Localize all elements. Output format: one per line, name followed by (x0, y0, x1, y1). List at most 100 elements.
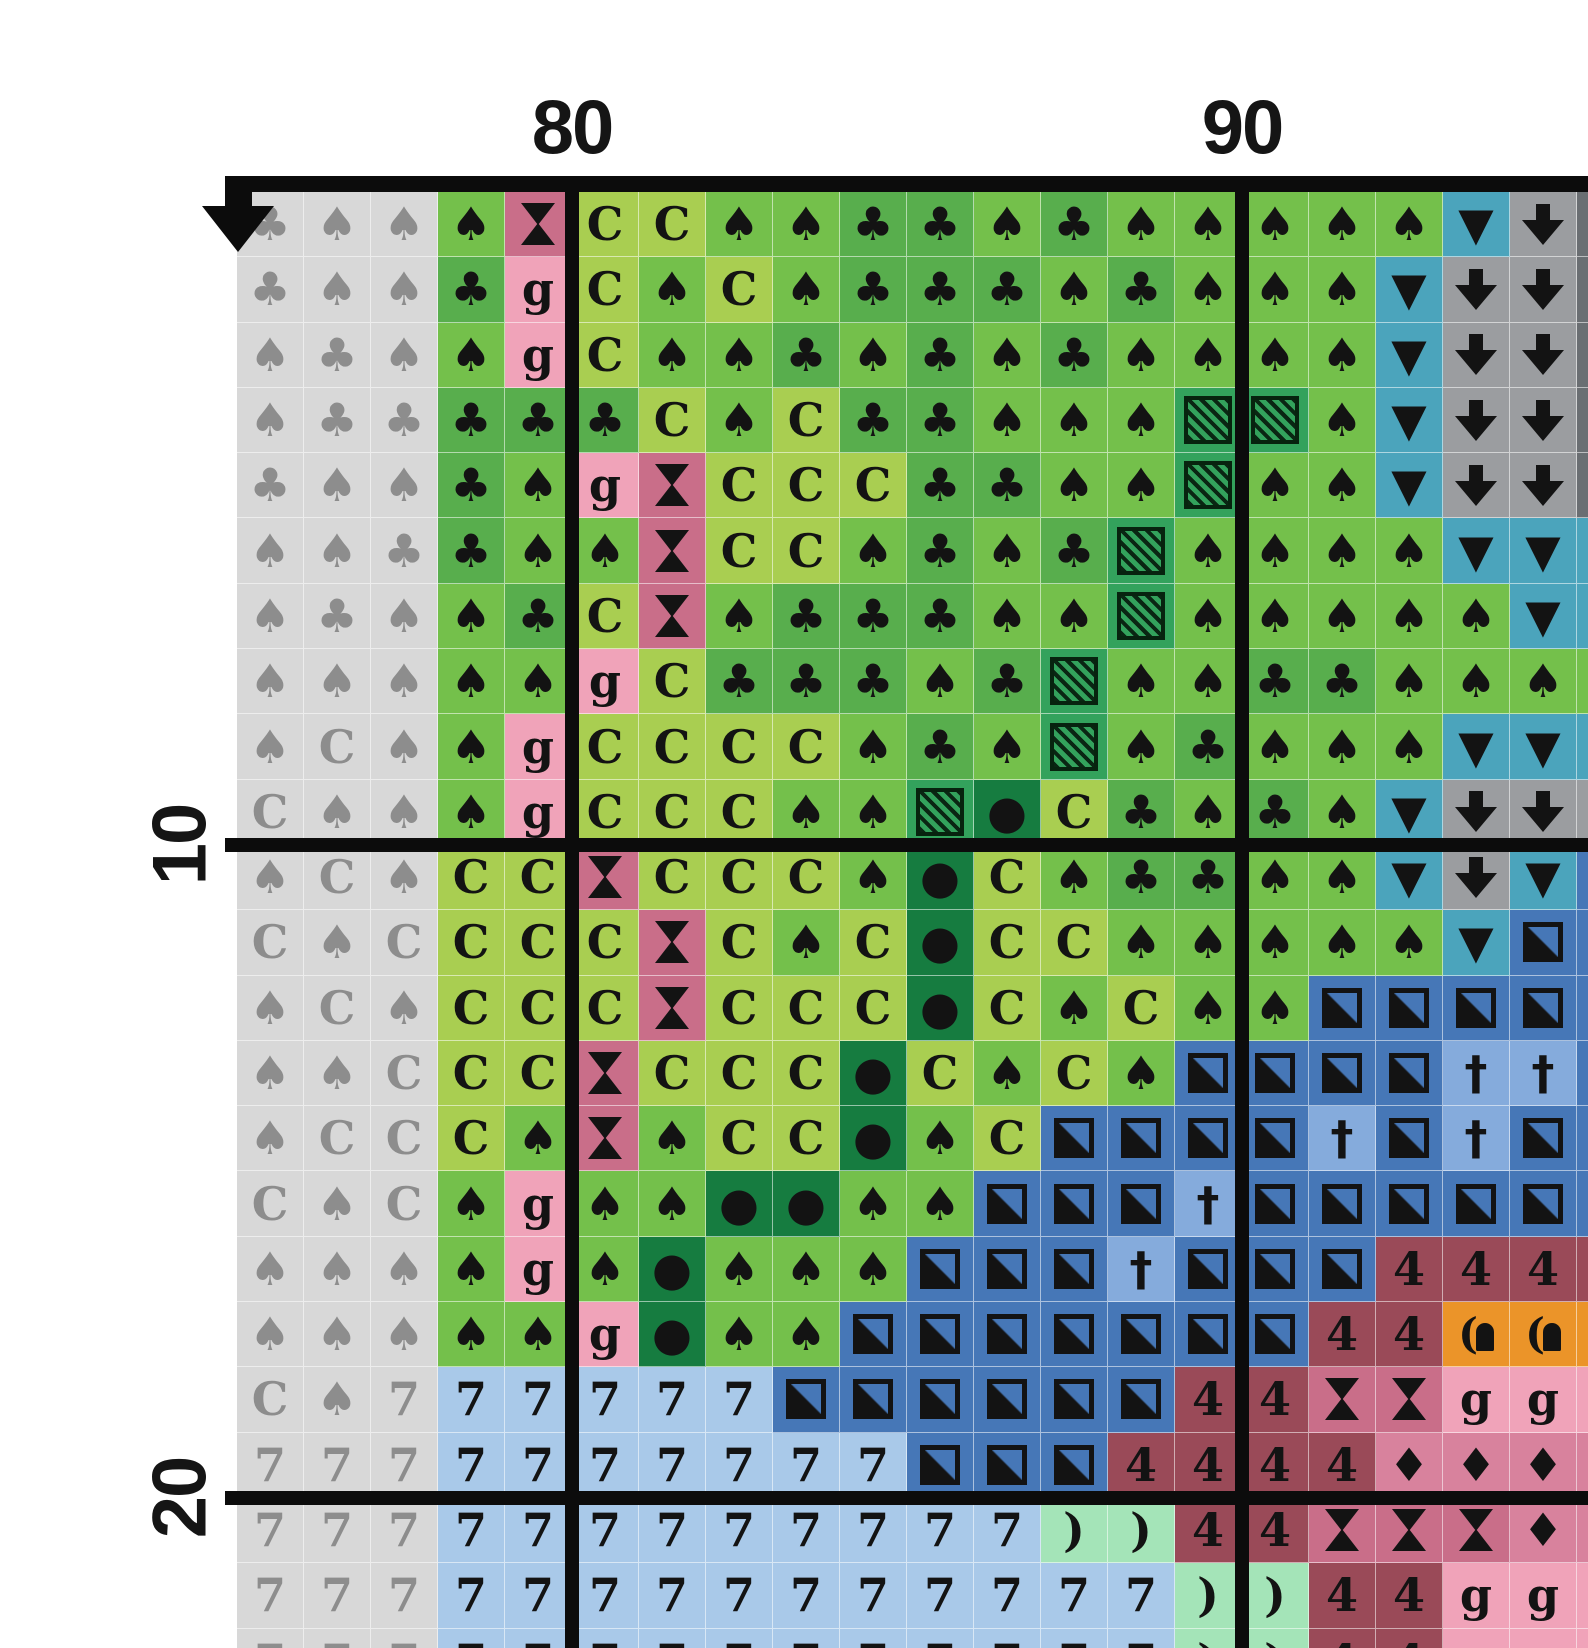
half-square-icon (1523, 1183, 1563, 1224)
pattern-cell: 7 (639, 1628, 706, 1648)
club-icon: ♣ (852, 588, 894, 643)
spade-icon: ♠ (1187, 915, 1229, 970)
club-pale-icon: ♣ (316, 393, 358, 448)
letter-g-icon: g (521, 1241, 555, 1296)
spade-icon: ♠ (1388, 588, 1430, 643)
pattern-cell: ♠ (371, 649, 438, 715)
pattern-cell: ♠ (237, 844, 304, 911)
pattern-cell: ♦ (1443, 1432, 1510, 1498)
pattern-cell: ♠ (907, 649, 974, 715)
spade-icon: ♠ (450, 327, 492, 382)
pattern-cell: ♠ (639, 322, 706, 388)
pattern-cell: ♣ (505, 583, 572, 650)
hatched-square-icon (1251, 396, 1299, 445)
bold-gridline-row-20 (225, 1491, 1588, 1505)
pattern-cell: C (639, 1040, 706, 1107)
spade-icon: ♠ (517, 654, 559, 709)
pattern-cell: ♠ (639, 1106, 706, 1172)
seven-pale-icon: 7 (387, 1437, 420, 1492)
arc-icon: ( (1458, 1313, 1494, 1355)
letter-C-icon: C (586, 980, 624, 1035)
club-icon: ♣ (1120, 850, 1162, 905)
pattern-cell: 4 (1175, 1497, 1242, 1564)
spade-icon: ♠ (651, 262, 693, 317)
pattern-cell: ● (773, 1171, 840, 1237)
pattern-cell (1309, 1367, 1376, 1433)
seven-icon: 7 (1057, 1568, 1090, 1623)
pattern-cell: ● (907, 844, 974, 911)
pattern-cell: ♣ (773, 649, 840, 715)
pattern-cell: ♠ (1242, 518, 1309, 584)
pattern-cell: C (572, 583, 639, 650)
dagger-icon: † (1330, 1111, 1354, 1166)
pattern-cell: C (572, 975, 639, 1041)
pattern-cell (1443, 1171, 1510, 1237)
pattern-cell: C (438, 1106, 505, 1172)
spade-icon: ♠ (852, 1241, 894, 1296)
spade-icon: ♠ (517, 523, 559, 578)
spade-icon: ♠ (1455, 588, 1497, 643)
letter-C-icon: C (452, 1111, 490, 1166)
pattern-cell: ♠ (505, 518, 572, 584)
spade-icon: ♠ (1254, 458, 1296, 513)
pattern-cell: ♠ (773, 1236, 840, 1303)
pattern-cell: C (505, 1040, 572, 1107)
pattern-cell: ♠ (438, 649, 505, 715)
hourglass-icon (588, 1117, 622, 1160)
pattern-cell: † (1443, 1106, 1510, 1172)
spade-icon: ♠ (1187, 588, 1229, 643)
seven-icon: 7 (722, 1372, 755, 1427)
half-square-icon (1389, 1053, 1429, 1093)
pattern-cell: ♠ (1108, 910, 1175, 976)
spade-icon: ♠ (450, 719, 492, 774)
four-icon: 4 (1392, 1307, 1425, 1362)
pattern-cell: ▼ (1376, 453, 1443, 519)
pattern-cell (1577, 387, 1588, 454)
pattern-cell (1577, 192, 1588, 258)
spade-pale-icon: ♠ (249, 654, 291, 709)
letter-g-icon: g (588, 458, 622, 513)
pattern-cell: g (1577, 1367, 1588, 1433)
hatched-square-icon (1050, 657, 1098, 706)
pattern-cell: ♠ (1175, 192, 1242, 258)
pattern-cell (840, 1302, 907, 1368)
triangle-down-icon: ▼ (1391, 327, 1427, 382)
pattern-cell: ♠ (840, 518, 907, 584)
hourglass-icon (655, 464, 689, 507)
hatched-square-icon (1050, 722, 1098, 771)
spade-icon: ♠ (1120, 327, 1162, 382)
spade-icon: ♠ (986, 719, 1028, 774)
pattern-cell: ♠ (304, 1236, 371, 1303)
pattern-cell: C (974, 1106, 1041, 1172)
pattern-cell: ♣ (1108, 257, 1175, 323)
pattern-cell (1242, 387, 1309, 454)
half-square-icon (1054, 1183, 1094, 1224)
triangle-down-icon: ▼ (1525, 719, 1561, 774)
letter-C-icon: C (452, 850, 490, 905)
pattern-cell (1443, 844, 1510, 911)
pattern-cell: † (1443, 1040, 1510, 1107)
letter-C-icon: C (653, 719, 691, 774)
pattern-cell (1041, 1432, 1108, 1498)
pattern-cell: ♠ (1041, 387, 1108, 454)
pattern-cell (1041, 1367, 1108, 1433)
pattern-cell: ♠ (304, 1302, 371, 1368)
pattern-cell: g (1510, 1367, 1577, 1433)
pattern-cell: g (505, 257, 572, 323)
seven-icon: 7 (588, 1437, 621, 1492)
pattern-cell: ♠ (974, 1040, 1041, 1107)
four-icon: 4 (1191, 1437, 1224, 1492)
pattern-cell: ♠ (840, 1236, 907, 1303)
pattern-cell (1041, 1236, 1108, 1303)
black-circle-icon: ● (919, 980, 961, 1035)
seven-pale-icon: 7 (320, 1437, 353, 1492)
letter-C-pale-icon: C (251, 1176, 289, 1231)
pattern-cell: 4 (1376, 1628, 1443, 1648)
open-paren-icon: ) (1197, 1638, 1219, 1648)
pattern-cell: 7 (304, 1563, 371, 1629)
pattern-cell: ♠ (237, 1236, 304, 1303)
spade-icon: ♠ (718, 197, 760, 252)
club-pale-icon: ♣ (249, 262, 291, 317)
pattern-cell (907, 1236, 974, 1303)
spade-icon: ♠ (1254, 915, 1296, 970)
